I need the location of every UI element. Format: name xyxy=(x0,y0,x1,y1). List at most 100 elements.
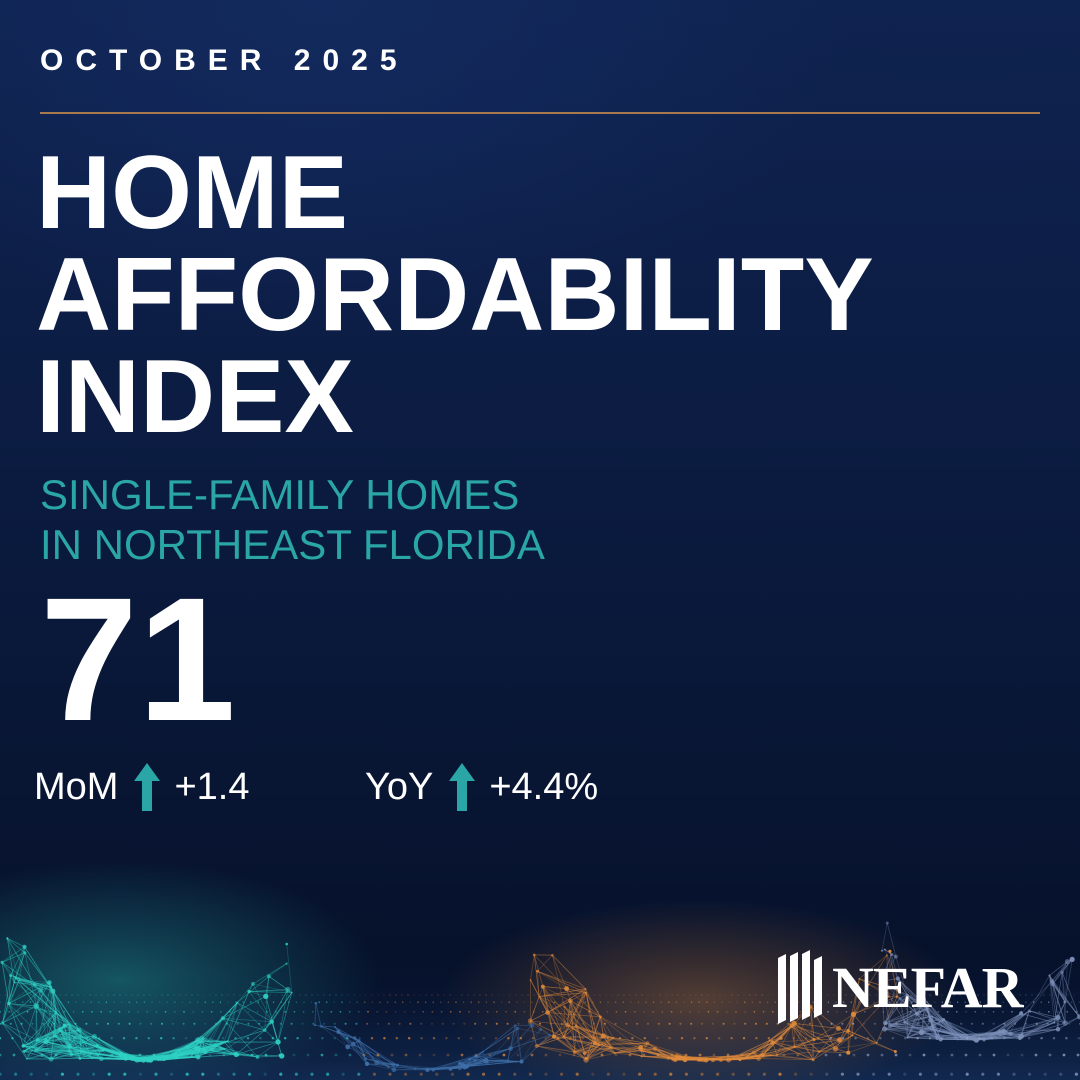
network-node xyxy=(82,1041,85,1044)
network-node xyxy=(756,1056,762,1061)
floor-dot xyxy=(117,1022,120,1025)
network-node xyxy=(582,1051,587,1056)
floor-dot xyxy=(236,1053,240,1057)
floor-dot xyxy=(45,1010,47,1013)
network-line xyxy=(585,988,596,1044)
floor-dot xyxy=(174,1001,176,1003)
network-line xyxy=(907,1037,938,1039)
network-line xyxy=(1052,972,1063,985)
floor-dot xyxy=(728,1001,731,1003)
floor-dot xyxy=(11,1036,14,1040)
network-line xyxy=(51,1057,81,1060)
floor-dot xyxy=(281,994,283,996)
floor-dot xyxy=(938,1022,941,1025)
network-node xyxy=(519,1059,524,1064)
floor-dot xyxy=(219,1001,222,1003)
network-line xyxy=(1061,972,1066,1003)
network-line xyxy=(899,998,906,1023)
network-node xyxy=(333,1025,337,1029)
network-node xyxy=(880,949,884,952)
floor-dot xyxy=(420,1036,423,1040)
network-line xyxy=(223,1041,237,1055)
floor-dot xyxy=(880,1053,884,1057)
floor-dot xyxy=(653,994,655,996)
floor-dot xyxy=(766,1001,769,1003)
network-node xyxy=(140,1057,147,1063)
floor-dot xyxy=(60,1036,64,1040)
network-line xyxy=(8,1003,47,1042)
floor-dot xyxy=(26,1010,29,1013)
floor-dot xyxy=(516,1001,518,1003)
network-node xyxy=(775,1053,779,1057)
network-node xyxy=(536,969,539,973)
floor-dot xyxy=(203,994,205,996)
network-line xyxy=(236,975,270,1003)
floor-dot xyxy=(1034,1053,1038,1057)
network-line xyxy=(23,1045,70,1048)
network-line xyxy=(36,1049,69,1052)
network-line xyxy=(585,992,600,1046)
network-line xyxy=(819,1035,853,1052)
network-line xyxy=(222,1017,272,1023)
floor-dot xyxy=(0,994,1,996)
network-node xyxy=(464,1064,469,1069)
floor-dot xyxy=(808,1022,812,1025)
floor-dot xyxy=(83,994,85,996)
network-line xyxy=(1019,1017,1059,1039)
network-node xyxy=(95,1044,99,1048)
network-line xyxy=(599,1016,614,1039)
floor-dot xyxy=(712,1053,716,1057)
network-node xyxy=(1048,974,1051,977)
network-line xyxy=(575,992,587,1026)
network-line xyxy=(758,1025,792,1059)
network-line xyxy=(542,986,548,1013)
network-node xyxy=(941,1018,946,1022)
network-node xyxy=(357,1039,361,1043)
network-node xyxy=(793,1045,796,1049)
mom-change: MoM +1.4 xyxy=(34,762,249,812)
network-node xyxy=(448,1067,453,1071)
floor-dot xyxy=(551,1010,553,1013)
network-node xyxy=(735,1055,738,1057)
network-line xyxy=(926,1008,938,1039)
floor-dot xyxy=(955,1010,958,1013)
network-node xyxy=(812,1037,816,1041)
network-line xyxy=(26,1050,70,1060)
floor-dot xyxy=(683,1001,685,1003)
network-line xyxy=(50,1046,71,1060)
floor-dot xyxy=(74,1022,77,1025)
network-line xyxy=(585,1016,601,1059)
network-line xyxy=(69,1046,122,1055)
network-line xyxy=(567,1024,596,1044)
floor-dot xyxy=(597,1010,599,1013)
floor-dot xyxy=(575,994,577,996)
network-line xyxy=(1,962,16,979)
network-line xyxy=(227,991,250,1042)
network-node xyxy=(532,953,536,957)
floor-dot xyxy=(366,1022,369,1025)
floor-dot xyxy=(983,994,985,996)
floor-dot xyxy=(486,1010,489,1013)
network-line xyxy=(1005,1013,1022,1032)
network-line xyxy=(507,1029,541,1061)
network-line xyxy=(890,1025,935,1031)
network-line xyxy=(957,1030,1004,1036)
floor-dot xyxy=(0,1036,2,1040)
floor-dot xyxy=(146,1010,149,1013)
network-line xyxy=(586,1044,600,1059)
floor-dot xyxy=(971,994,973,996)
network-line xyxy=(847,984,870,1031)
network-node xyxy=(574,1024,578,1028)
network-node xyxy=(290,991,293,994)
network-node xyxy=(481,1050,484,1053)
network-line xyxy=(885,1013,918,1024)
network-node xyxy=(387,1065,390,1068)
floor-dot xyxy=(569,1010,572,1013)
floor-dot xyxy=(927,1022,930,1025)
network-node xyxy=(563,1005,566,1008)
floor-dot xyxy=(946,1010,949,1013)
network-node xyxy=(1049,979,1054,984)
network-line xyxy=(352,1043,366,1060)
floor-dot xyxy=(643,1010,645,1013)
network-line xyxy=(1057,1016,1080,1030)
